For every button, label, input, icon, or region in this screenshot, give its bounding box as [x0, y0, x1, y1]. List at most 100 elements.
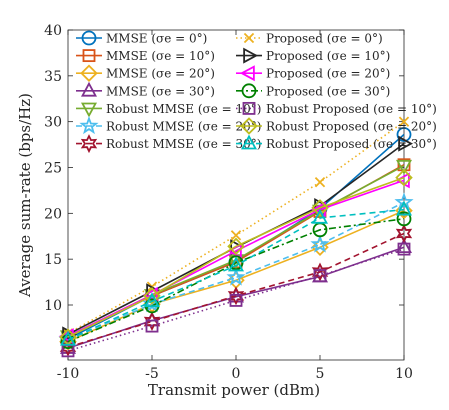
data-point	[313, 269, 327, 283]
series-line	[67, 179, 405, 337]
data-point	[228, 255, 244, 271]
legend-swatch-marker	[81, 30, 97, 46]
x-tick-label: -10	[57, 366, 80, 382]
data-point	[396, 211, 412, 227]
legend-label: MMSE (σe = 30°)	[106, 84, 215, 98]
legend-swatch-marker	[240, 134, 258, 150]
data-point	[395, 200, 413, 216]
series-13	[59, 168, 413, 346]
legend-label: Robust MMSE (σe = 10°)	[106, 102, 261, 116]
series-line	[67, 248, 405, 352]
legend-item: MMSE (σe = 30°)	[76, 81, 215, 98]
data-point	[143, 311, 161, 327]
legend-label: Proposed (σe = 10°)	[266, 49, 390, 63]
legend-swatch-marker	[80, 64, 98, 82]
data-point	[143, 287, 161, 305]
data-point	[398, 135, 414, 152]
ticks-group: -10 -5 0 5 10 10 15 20 25 30 35 40	[44, 23, 413, 382]
legend-swatch-marker	[243, 47, 259, 64]
data-point	[398, 116, 410, 127]
series-line	[67, 218, 405, 343]
legend-swatch-marker	[243, 32, 255, 44]
data-point	[395, 224, 413, 243]
y-tick-label: 30	[44, 115, 62, 131]
legend-swatch-marker	[80, 102, 98, 118]
x-tick-label: 0	[232, 366, 241, 382]
x-axis-title: Transmit power (dBm)	[148, 381, 320, 399]
data-point	[311, 199, 329, 217]
series-14	[59, 200, 413, 346]
legend-swatch-marker	[82, 49, 96, 63]
data-point	[396, 127, 412, 142]
legend-swatch-marker	[241, 83, 257, 99]
legend-label: Robust MMSE (σe = 20°)	[106, 120, 261, 134]
legend-label: MMSE (σe = 20°)	[106, 67, 215, 81]
x-tick-label: -5	[145, 366, 159, 382]
y-tick-label: 10	[44, 298, 62, 314]
legend-label: MMSE (σe = 10°)	[106, 49, 215, 63]
y-tick-label: 15	[44, 252, 62, 268]
legend-label: Proposed (σe = 20°)	[266, 67, 390, 81]
series-7	[59, 224, 413, 357]
x-tick-label: 5	[316, 366, 325, 382]
data-point	[311, 262, 329, 282]
legend-swatch-marker	[79, 115, 99, 135]
y-tick-label: 25	[44, 161, 62, 177]
legend-item: Robust Proposed (σe = 30°)	[236, 134, 437, 151]
series-10	[58, 172, 410, 345]
data-point	[227, 256, 245, 272]
data-point	[143, 312, 161, 331]
data-point	[227, 286, 245, 306]
data-point	[226, 267, 246, 286]
data-point	[227, 237, 245, 256]
data-point	[143, 292, 161, 308]
legend-label: MMSE (σe = 0°)	[106, 32, 207, 46]
series-line	[67, 176, 405, 338]
legend-item: Proposed (σe = 10°)	[236, 47, 390, 64]
series-12	[61, 242, 411, 358]
legend-swatch-marker	[80, 81, 98, 97]
legend-label: Robust MMSE (σe = 30°)	[106, 137, 261, 151]
series-line	[67, 209, 405, 343]
legend-item: Robust Proposed (σe = 10°)	[236, 102, 437, 116]
y-tick-label: 40	[44, 23, 62, 39]
legend-item: Proposed (σe = 0°)	[236, 32, 383, 46]
legend-item: Proposed (σe = 30°)	[236, 83, 390, 99]
data-point	[314, 176, 326, 188]
legend-item: MMSE (σe = 10°)	[76, 49, 215, 63]
legend-label: Proposed (σe = 0°)	[266, 32, 383, 46]
legend-label: Robust Proposed (σe = 20°)	[266, 120, 437, 134]
data-point	[60, 334, 76, 350]
legend-item: MMSE (σe = 0°)	[76, 30, 207, 46]
data-point	[229, 293, 243, 307]
data-point	[395, 159, 413, 175]
legend-swatch-marker	[239, 65, 255, 82]
data-point	[395, 168, 413, 187]
legend-item: Proposed (σe = 20°)	[236, 65, 390, 82]
legend-label: Robust Proposed (σe = 30°)	[266, 137, 437, 151]
series-line	[67, 208, 405, 341]
legend-item: Robust Proposed (σe = 20°)	[236, 117, 437, 135]
series-line	[67, 201, 405, 341]
legend-swatch-marker	[240, 117, 258, 135]
series-line	[67, 232, 405, 348]
data-point	[145, 319, 159, 333]
data-point	[395, 238, 413, 254]
legend-label: Robust Proposed (σe = 10°)	[266, 102, 437, 116]
legend-item: Robust MMSE (σe = 10°)	[76, 102, 261, 118]
data-point	[394, 192, 414, 211]
legend-swatch-marker	[242, 101, 256, 115]
legend-label: Proposed (σe = 30°)	[266, 84, 390, 98]
legend-item: Robust MMSE (σe = 30°)	[76, 134, 261, 154]
x-tick-label: 10	[395, 366, 413, 382]
y-axis-title: Average sum-rate (bps/Hz)	[16, 93, 34, 298]
y-tick-label: 35	[44, 69, 62, 85]
legend-swatch-marker	[80, 134, 98, 154]
data-point	[311, 208, 329, 224]
legend-item: MMSE (σe = 20°)	[76, 64, 215, 82]
data-point	[310, 234, 330, 253]
data-point	[397, 242, 411, 256]
legend-item: Robust MMSE (σe = 20°)	[76, 115, 261, 135]
